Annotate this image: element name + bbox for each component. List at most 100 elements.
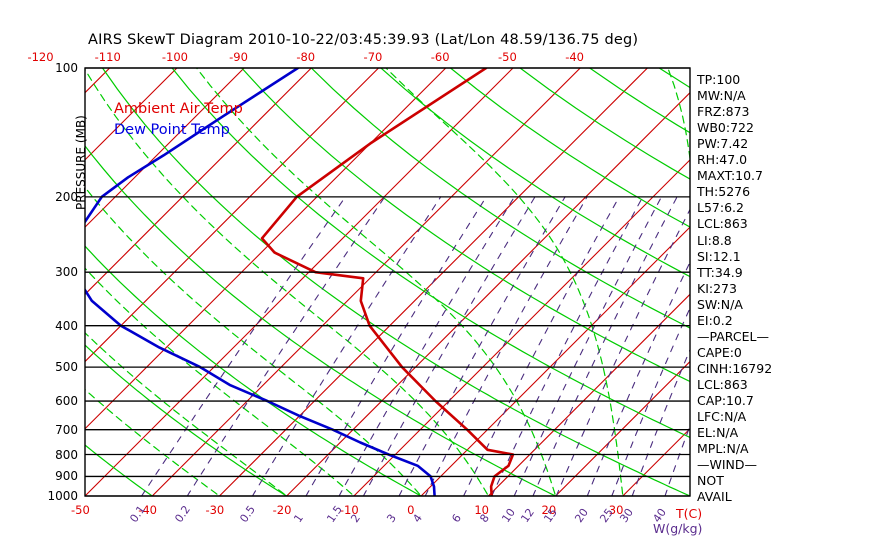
- saturated-adiabat-line: [85, 68, 488, 495]
- dry-adiabat-line: [241, 68, 690, 383]
- bottom-temp-tick: -30: [205, 503, 225, 517]
- isotherm-line: [85, 68, 178, 161]
- stat-line: TP:100: [697, 72, 741, 87]
- pressure-gridlines-group: [85, 67, 690, 497]
- mixing-ratio-line: [586, 261, 690, 496]
- isotherm-line: [286, 91, 690, 496]
- bottom-temp-tick: 10: [474, 503, 489, 517]
- stat-line: PW:7.42: [697, 136, 749, 152]
- stat-line: EI:0.2: [697, 312, 733, 328]
- pressure-tick: 900: [55, 469, 78, 484]
- bottom-temp-tick: 0: [407, 503, 415, 517]
- dry-adiabat-line: [85, 245, 422, 496]
- bottom-temp-tick: -10: [339, 503, 359, 517]
- saturated-adiabat-line: [85, 388, 218, 495]
- pressure-tick: 100: [55, 61, 78, 75]
- stat-line: CAP:10.7: [697, 393, 754, 408]
- stat-line: NOT: [697, 473, 724, 489]
- stat-line: SI:12.1: [697, 248, 741, 264]
- stat-line: LCL:863: [697, 216, 748, 232]
- dry-adiabat-line: [449, 68, 690, 228]
- mixing-ratio-line: [251, 196, 442, 496]
- saturated-adiabat-line: [757, 48, 837, 494]
- mixing-ratio-line: [424, 196, 588, 496]
- stat-line: MAXT:10.7: [697, 168, 763, 184]
- top-temp-tick: -50: [498, 50, 517, 64]
- page-title: AIRS SkewT Diagram 2010-10-22/03:45:39.9…: [88, 32, 639, 48]
- dry-adiabat-line: [85, 144, 557, 496]
- dry-adiabat-line: [310, 68, 690, 329]
- dry-adiabat-line: [0, 68, 18, 496]
- stat-line: RH:47.0: [697, 152, 748, 168]
- top-temp-tick: -90: [229, 50, 248, 64]
- pressure-tick: 400: [55, 318, 78, 333]
- ambient-temp-curve: [260, 68, 515, 496]
- stat-line: MW:N/A: [697, 88, 746, 104]
- pressure-tick: 300: [55, 265, 78, 280]
- saturated-adiabat-line: [195, 68, 556, 495]
- saturated-adiabat-line: [85, 186, 421, 495]
- pressure-tick: 1000: [47, 489, 78, 503]
- mixing-ratio-line: [664, 424, 690, 496]
- stat-line: KI:273: [697, 280, 737, 296]
- pressure-tick: 500: [55, 360, 78, 375]
- dry-adiabat-line: [85, 344, 288, 496]
- dry-adiabat-line: [658, 68, 690, 89]
- bottom-temp-tick: -20: [272, 503, 292, 517]
- isotherm-line: [757, 68, 870, 496]
- legend-dew-point-temp: Dew Point Temp: [114, 122, 230, 138]
- pressure-tick: 700: [55, 422, 78, 437]
- stat-line: WB0:722: [697, 120, 754, 136]
- stat-line: LCL:863: [697, 376, 748, 392]
- pressure-tick: 600: [55, 394, 78, 409]
- stat-line: L57:6.2: [697, 200, 744, 216]
- top-temp-tick: -40: [565, 50, 585, 64]
- saturated-adiabat-line: [825, 48, 870, 494]
- stat-line: AVAIL: [697, 489, 732, 505]
- saturated-adiabat-line: [85, 332, 285, 495]
- top-temp-tick: -70: [363, 50, 383, 64]
- saturated-adiabat-line: [85, 267, 353, 495]
- isotherm-line: [487, 293, 690, 496]
- dry-adiabat-line: [85, 444, 153, 496]
- isotherm-line: [420, 226, 690, 496]
- stat-line: EL:N/A: [697, 425, 739, 441]
- isotherm-line: [85, 68, 245, 228]
- stat-line: CINH:16792: [697, 360, 773, 376]
- mixing-ratio-line: [631, 348, 690, 496]
- bottom-temp-tick: 30: [608, 503, 624, 517]
- mixing-ratio-line: [186, 196, 386, 496]
- top-temp-tick: -120: [27, 50, 54, 64]
- top-temp-tick: -110: [94, 50, 121, 64]
- mixing-ratio-line: [141, 196, 347, 496]
- isotherm-line: [85, 68, 379, 363]
- temperature-axis-label: T(C): [676, 506, 703, 521]
- isotherm-line: [824, 68, 870, 496]
- legend-ambient-air-temp: Ambient Air Temp: [114, 101, 243, 117]
- isotherm-line: [85, 68, 312, 296]
- stat-line: —PARCEL—: [697, 328, 769, 344]
- isotherm-line: [85, 68, 514, 496]
- stat-line: TT:34.9: [697, 264, 743, 280]
- stat-line: SW:N/A: [697, 296, 743, 312]
- bottom-temp-tick: 20: [541, 503, 557, 517]
- top-temp-tick: -60: [430, 50, 450, 64]
- pressure-axis-label: PRESSURE (MB): [74, 115, 88, 210]
- dry-adiabat-line: [798, 68, 870, 496]
- top-temp-tick: -100: [161, 50, 188, 64]
- mixing-ratio-line: [362, 196, 536, 496]
- mixing-ratio-line: [611, 306, 690, 496]
- stat-line: CAPE:0: [697, 344, 742, 360]
- top-temp-tick: -80: [296, 50, 316, 64]
- bottom-temp-tick: -40: [138, 503, 158, 517]
- isotherm-line: [151, 68, 581, 496]
- isotherm-line: [353, 159, 690, 496]
- pressure-tick: 800: [55, 447, 78, 462]
- pressure-tick: 200: [55, 189, 78, 204]
- stat-line: TH:5276: [697, 184, 751, 200]
- stat-line: LI:8.8: [697, 232, 732, 248]
- stat-line: FRZ:873: [697, 104, 750, 120]
- bottom-temp-tick: -50: [71, 503, 90, 517]
